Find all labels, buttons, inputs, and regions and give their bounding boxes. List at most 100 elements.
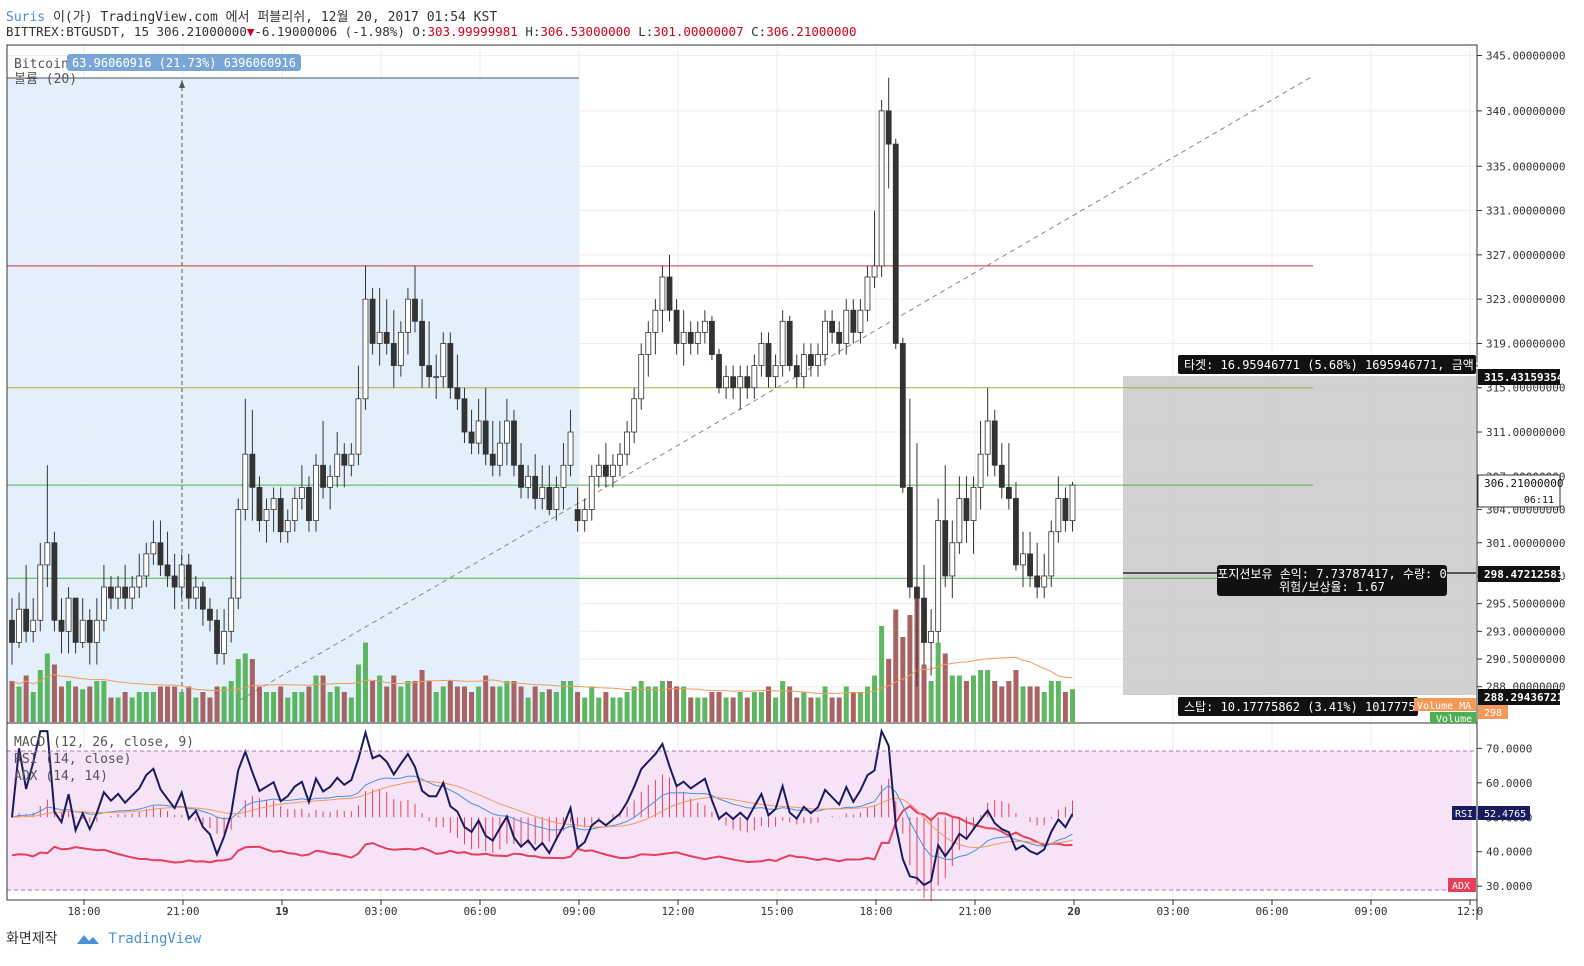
volume-bar xyxy=(355,664,361,722)
volume-badge xyxy=(1430,712,1476,723)
volume-ma-badge xyxy=(1414,698,1476,711)
volume-bar xyxy=(87,686,93,722)
last-price-badge xyxy=(1477,474,1561,508)
time-tick-label: 18:00 xyxy=(859,905,892,918)
volume-bar xyxy=(165,686,171,722)
volume-bar xyxy=(596,697,602,722)
candle-body xyxy=(482,420,489,455)
candle-body xyxy=(857,309,864,333)
time-tick-label: 12:00 xyxy=(661,905,694,918)
candle-body xyxy=(850,309,857,333)
price-tick-label: 331.00000000 xyxy=(1486,205,1565,218)
volume-bar xyxy=(560,681,566,722)
candle-body xyxy=(270,498,277,510)
candle-body xyxy=(235,509,242,599)
stop-label-box[interactable] xyxy=(1178,697,1418,716)
candle-body xyxy=(574,509,581,522)
candle-body xyxy=(709,320,715,355)
target-price-badge xyxy=(1478,369,1560,385)
position-label-box[interactable] xyxy=(1217,565,1447,596)
candle-body xyxy=(150,542,157,555)
volume-bar xyxy=(384,686,390,722)
candle-body xyxy=(532,475,539,499)
volume-bar xyxy=(815,697,821,722)
candle-body xyxy=(242,453,249,510)
candle-body xyxy=(129,586,136,599)
candle-body xyxy=(221,630,228,654)
volume-bar xyxy=(1041,692,1047,722)
volume-bar xyxy=(179,692,185,722)
volume-bar xyxy=(645,686,651,722)
candle-body xyxy=(984,420,991,455)
symbol-header: BITTREX:BTGUSDT, 15 306.21000000▼-6.1900… xyxy=(6,24,857,39)
candle-body xyxy=(122,586,129,599)
time-axis[interactable]: 18:00 21:00 19 03:00 06:00 09:00 12:00 15:00 18:… xyxy=(67,900,1483,918)
candle-body xyxy=(405,298,411,333)
tradingview-logo-icon xyxy=(76,935,99,944)
volume-bar xyxy=(327,692,333,722)
stop-price-badge xyxy=(1478,689,1560,705)
volume-bar xyxy=(228,681,234,722)
volume-bar xyxy=(879,626,885,722)
candle-body xyxy=(949,542,956,577)
candle-body xyxy=(348,453,355,466)
volume-bar xyxy=(518,686,524,722)
volume-bar xyxy=(1048,681,1054,722)
made-by-label: 화면제작 xyxy=(6,931,58,947)
candle-body xyxy=(454,387,461,400)
volume-bar xyxy=(857,692,863,722)
volume-bar xyxy=(94,681,100,722)
volume-bar xyxy=(186,686,192,722)
volume-bar xyxy=(716,692,722,722)
candle-body xyxy=(383,331,390,344)
target-label: 타겟: 16.95946771 (5.68%) 1695946771, 금액: … xyxy=(1184,358,1495,372)
rsi-badge xyxy=(1452,806,1476,820)
volume-bar xyxy=(674,686,680,722)
volume-bar xyxy=(829,697,835,722)
candle-body xyxy=(1055,498,1062,533)
volume-bar xyxy=(688,697,694,722)
candle-body xyxy=(808,354,814,366)
candle-body xyxy=(822,320,828,355)
volume-ma-label: Volume MA xyxy=(1417,701,1471,712)
time-tick-label: 03:00 xyxy=(1156,905,1189,918)
candle-body xyxy=(447,343,454,389)
candle-body xyxy=(277,498,284,533)
last-price-value: 306.21000000 xyxy=(1484,477,1563,490)
brand-link[interactable]: TradingView xyxy=(76,931,201,947)
volume-bar xyxy=(249,659,255,722)
volume-bar xyxy=(73,686,79,722)
volume-bar xyxy=(157,686,163,722)
volume-bar xyxy=(30,692,36,722)
candle-body xyxy=(730,376,737,389)
volume-bar xyxy=(405,681,411,722)
candle-body xyxy=(1041,575,1048,588)
candle-body xyxy=(942,520,949,577)
candle-body xyxy=(617,453,623,466)
candle-body xyxy=(341,453,348,466)
target-label-box[interactable] xyxy=(1178,355,1476,374)
volume-bar xyxy=(956,675,962,722)
candle-body xyxy=(998,464,1005,488)
volume-bar xyxy=(377,675,383,722)
volume-bar xyxy=(546,689,552,722)
position-zone[interactable] xyxy=(1123,376,1476,695)
time-tick-label: 18:00 xyxy=(67,905,100,918)
candle-body xyxy=(786,320,793,366)
time-tick-label: 21:00 xyxy=(958,905,991,918)
price-tick-label: 311.00000000 xyxy=(1486,426,1565,439)
volume-bar xyxy=(1020,686,1026,722)
volume-bar xyxy=(200,692,206,722)
candle-body xyxy=(1005,486,1012,499)
author-link[interactable]: Suris xyxy=(6,10,46,25)
volume-bar xyxy=(695,697,701,722)
down-arrow-icon: ▼ xyxy=(246,24,255,39)
volume-bar xyxy=(37,670,43,722)
trading-chart[interactable]: 345.00000000 340.00000000 335.00000000 331.… xyxy=(0,0,1584,920)
candle-body xyxy=(199,586,206,610)
volume-bar xyxy=(285,697,291,722)
signal-line xyxy=(11,780,1073,849)
volume-bar xyxy=(737,692,743,722)
volume-bar xyxy=(341,692,347,722)
volume-bar xyxy=(709,692,715,722)
